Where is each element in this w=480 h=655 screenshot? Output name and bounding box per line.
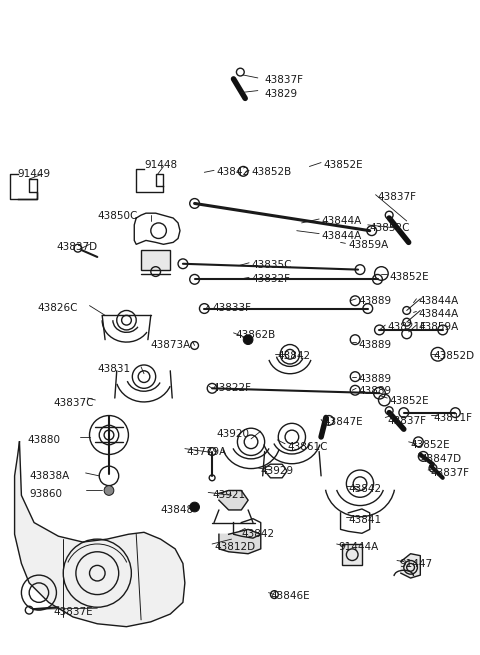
Text: 43837F: 43837F bbox=[264, 75, 304, 85]
Text: 43842: 43842 bbox=[216, 168, 249, 178]
Text: 43889: 43889 bbox=[358, 386, 391, 396]
Text: 43841: 43841 bbox=[348, 515, 382, 525]
Text: 43829: 43829 bbox=[264, 88, 298, 99]
Text: 43850C: 43850C bbox=[97, 211, 138, 221]
Text: 43837C: 43837C bbox=[53, 398, 94, 408]
Text: 91447: 91447 bbox=[399, 559, 432, 569]
Text: 43880: 43880 bbox=[27, 435, 60, 445]
Text: 43837F: 43837F bbox=[377, 192, 417, 202]
Text: 43844A: 43844A bbox=[419, 296, 458, 306]
Text: 43821F: 43821F bbox=[387, 322, 426, 332]
Text: 43929: 43929 bbox=[261, 466, 294, 476]
Text: 43837F: 43837F bbox=[430, 468, 469, 478]
Polygon shape bbox=[343, 544, 362, 565]
Text: 43861C: 43861C bbox=[287, 442, 327, 452]
Text: 43852B: 43852B bbox=[251, 168, 291, 178]
Text: 43837E: 43837E bbox=[53, 607, 93, 617]
Text: 43847D: 43847D bbox=[420, 455, 461, 464]
Text: 91449: 91449 bbox=[17, 170, 50, 179]
Text: 43847E: 43847E bbox=[323, 417, 363, 428]
Text: 43842: 43842 bbox=[348, 483, 382, 494]
Polygon shape bbox=[219, 491, 248, 510]
Text: 43831: 43831 bbox=[97, 364, 131, 374]
Text: 43779A: 43779A bbox=[187, 447, 227, 457]
Text: 43920: 43920 bbox=[216, 429, 249, 439]
Text: 91448: 91448 bbox=[144, 160, 177, 170]
Text: 43835C: 43835C bbox=[251, 260, 291, 270]
Text: 43842: 43842 bbox=[241, 529, 275, 539]
Text: 43846E: 43846E bbox=[271, 591, 310, 601]
Text: 43852E: 43852E bbox=[389, 272, 429, 282]
Text: 43852E: 43852E bbox=[410, 440, 450, 450]
Text: 43844A: 43844A bbox=[321, 231, 361, 240]
Circle shape bbox=[190, 502, 200, 512]
Text: 43844A: 43844A bbox=[419, 309, 458, 318]
Text: 43826C: 43826C bbox=[37, 303, 77, 312]
Text: 43889: 43889 bbox=[358, 296, 391, 306]
Text: 43889: 43889 bbox=[358, 340, 391, 350]
Text: 43833F: 43833F bbox=[212, 303, 251, 312]
Text: 43859A: 43859A bbox=[348, 240, 389, 250]
Text: 43822F: 43822F bbox=[212, 383, 251, 394]
Text: 43859A: 43859A bbox=[419, 322, 458, 332]
Polygon shape bbox=[401, 553, 420, 578]
Text: 43842: 43842 bbox=[277, 351, 311, 362]
Text: 43812D: 43812D bbox=[214, 542, 255, 552]
Text: 91444A: 91444A bbox=[338, 542, 379, 552]
Text: 43852C: 43852C bbox=[370, 223, 410, 233]
Text: 43844A: 43844A bbox=[321, 216, 361, 226]
Text: 43889: 43889 bbox=[358, 374, 391, 384]
Text: 43852E: 43852E bbox=[323, 160, 363, 170]
Text: 43811F: 43811F bbox=[433, 413, 472, 422]
Circle shape bbox=[243, 335, 253, 345]
Polygon shape bbox=[219, 529, 261, 553]
Text: 43921: 43921 bbox=[212, 491, 245, 500]
Text: 93860: 93860 bbox=[29, 489, 62, 498]
Text: 43852E: 43852E bbox=[389, 396, 429, 406]
Text: 43848: 43848 bbox=[160, 505, 193, 515]
Text: 43852D: 43852D bbox=[433, 351, 474, 362]
Text: 43862B: 43862B bbox=[236, 330, 276, 340]
Text: 43837F: 43837F bbox=[387, 415, 426, 426]
Text: 43838A: 43838A bbox=[29, 471, 70, 481]
Text: 43832F: 43832F bbox=[251, 274, 290, 284]
Polygon shape bbox=[14, 442, 185, 627]
Text: 43873A: 43873A bbox=[151, 340, 191, 350]
Circle shape bbox=[104, 485, 114, 495]
Text: 43837D: 43837D bbox=[57, 242, 97, 252]
Polygon shape bbox=[141, 250, 170, 270]
